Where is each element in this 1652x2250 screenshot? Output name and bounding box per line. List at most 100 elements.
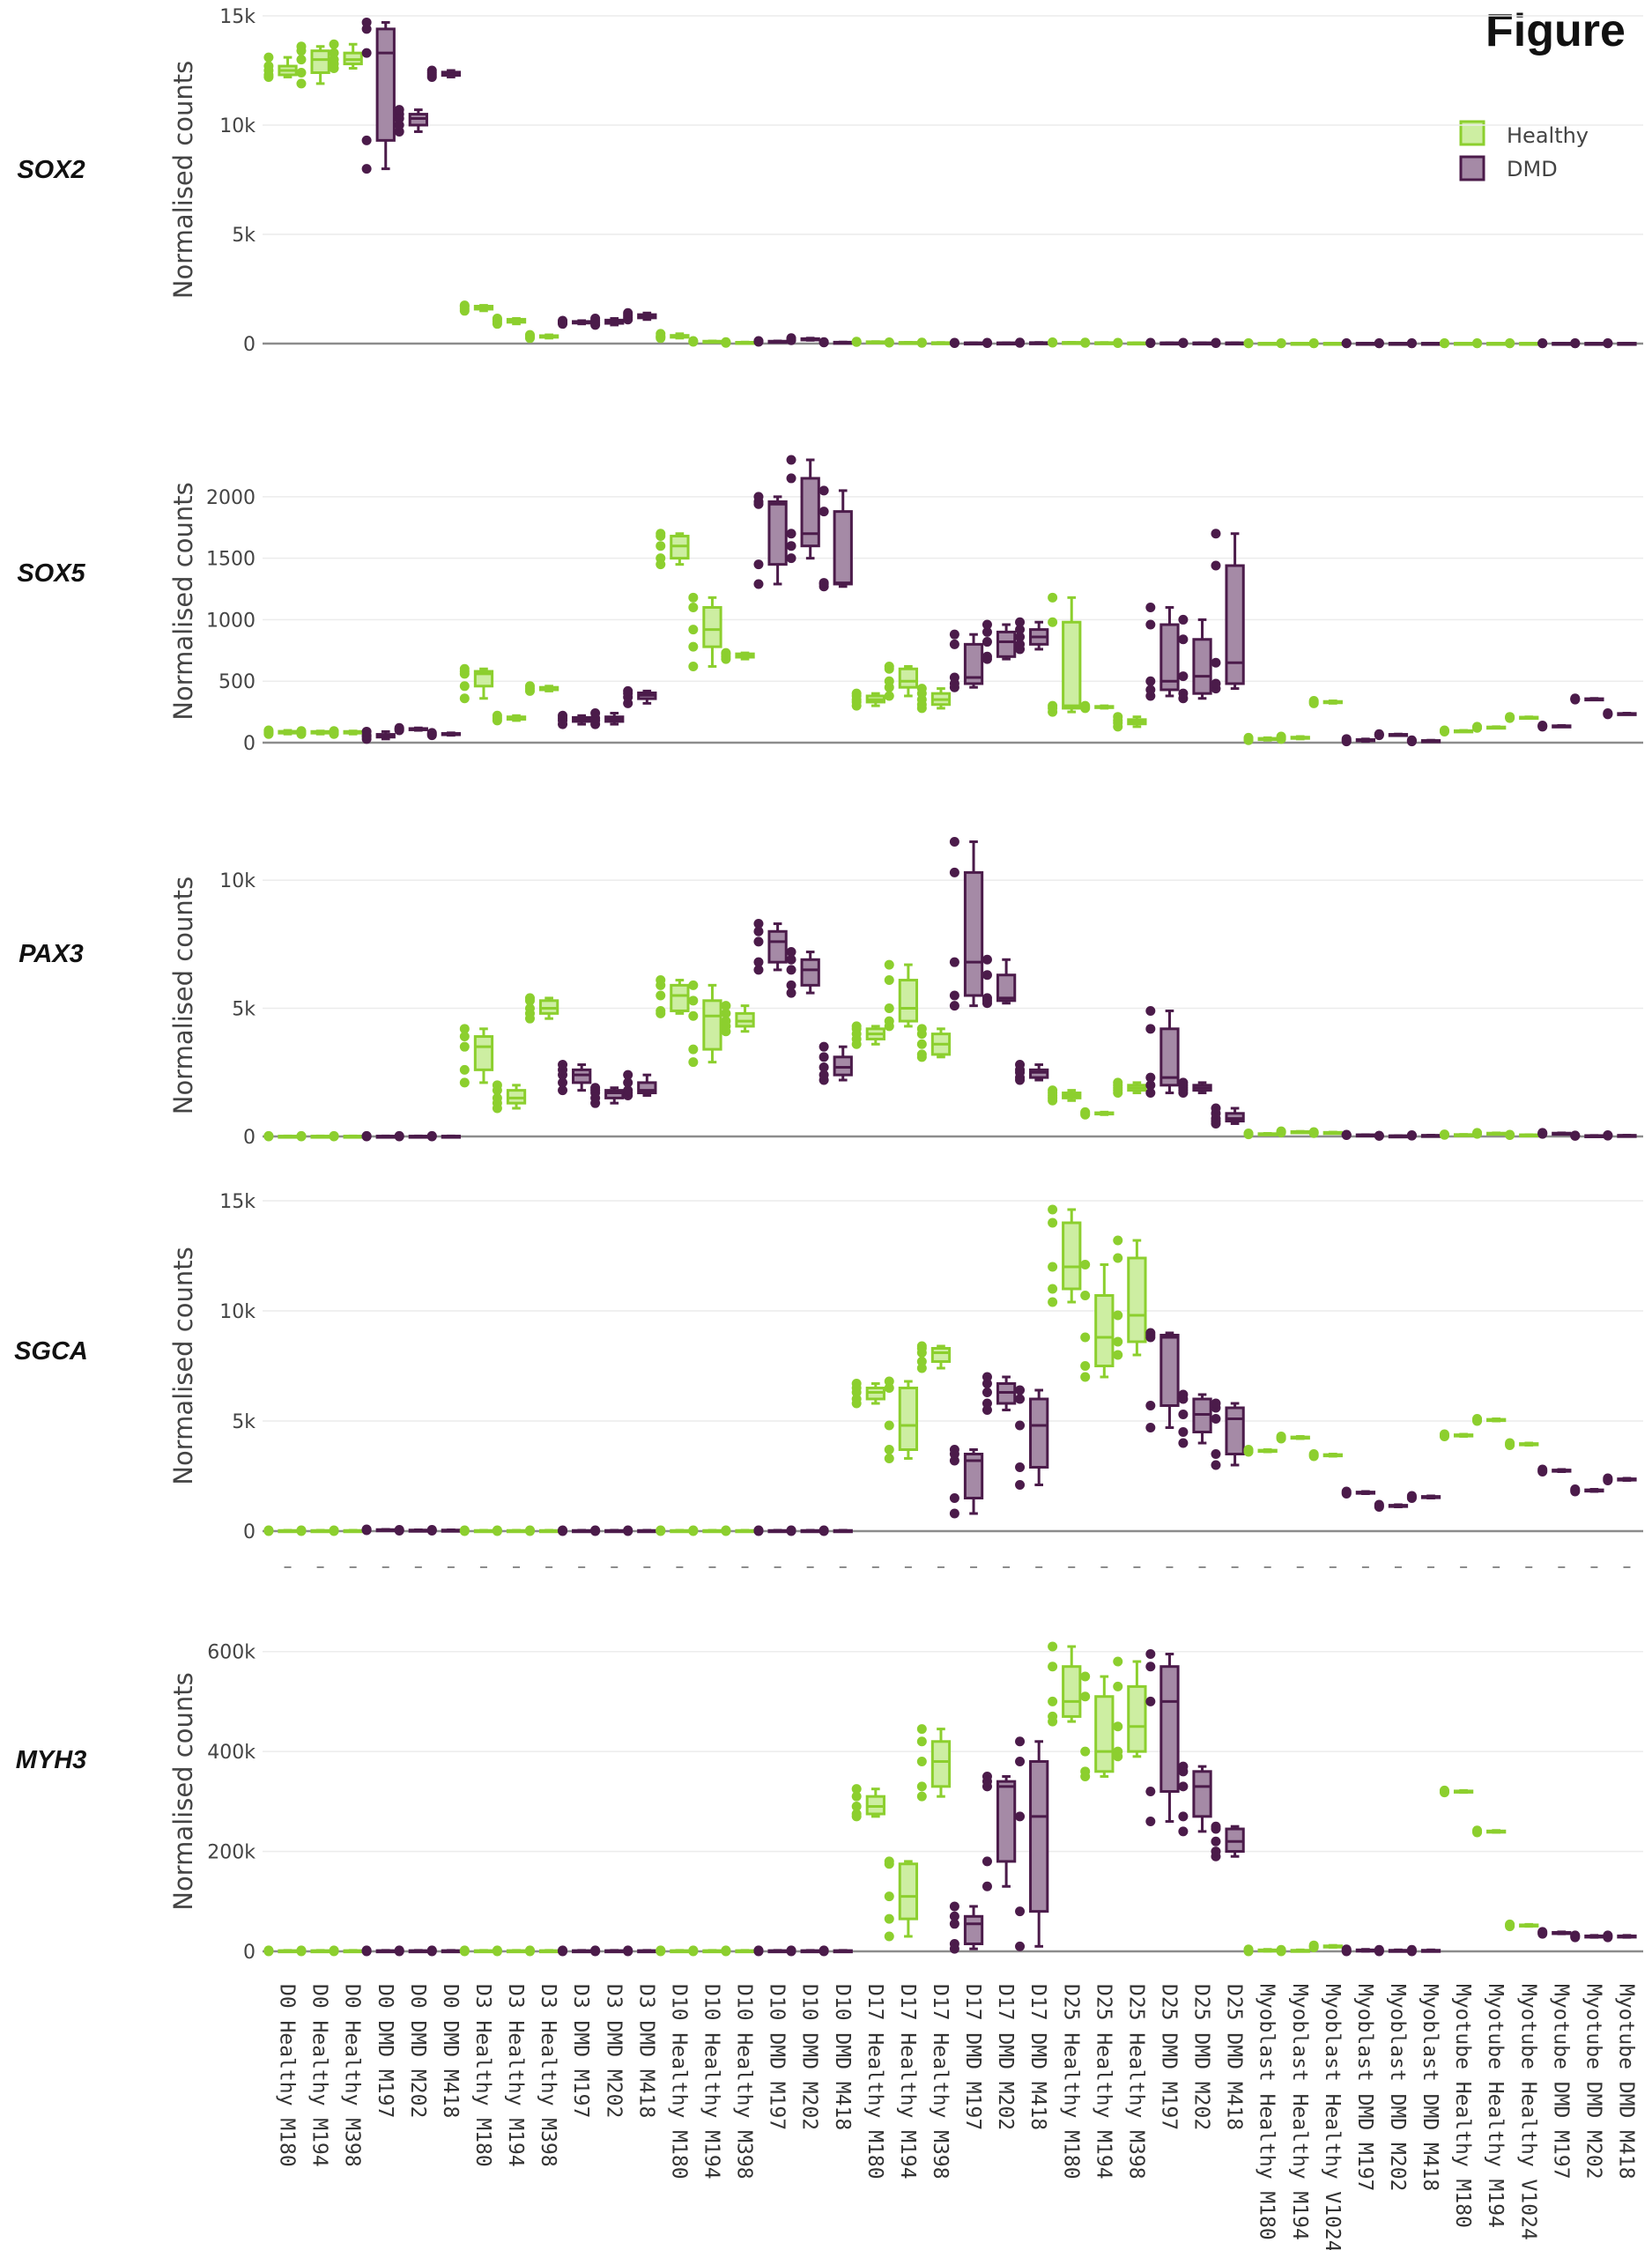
data-point: [1211, 678, 1221, 689]
box-sgca-2: [329, 1525, 363, 1536]
data-point: [1472, 722, 1483, 732]
data-point: [524, 1945, 535, 1956]
data-point: [851, 1802, 862, 1812]
box-myh3-19: [884, 1856, 919, 1942]
box-sgca-18: [851, 1379, 885, 1409]
box: [930, 1740, 952, 1788]
box: [1094, 1695, 1115, 1773]
box-pax3-38: [1505, 1129, 1539, 1141]
data-point: [656, 975, 666, 986]
data-point: [1048, 1204, 1058, 1215]
data-point: [786, 980, 796, 990]
panel-sox2: 0 5k 10k 15k Normalised counts SOX2: [17, 6, 1643, 356]
data-point: [753, 936, 764, 947]
box-myh3-10: [590, 1945, 625, 1957]
data-point: [1178, 1410, 1189, 1419]
box-sox5-34: [1374, 729, 1409, 741]
y-tick-label: 0: [243, 1127, 256, 1149]
x-category-label: Myoblast DMD M197: [1353, 1984, 1376, 2191]
x-category-label: D3 DMD M202: [602, 1984, 625, 2118]
box-pax3-0: [263, 1130, 298, 1142]
box-myh3-26: [1113, 1656, 1147, 1762]
data-point: [916, 684, 927, 694]
data-point: [1505, 1919, 1515, 1929]
data-point: [1178, 1427, 1189, 1437]
x-category-label: D3 DMD M197: [569, 1984, 592, 2118]
box-sox5-30: [1243, 732, 1278, 745]
data-point: [753, 919, 764, 929]
box-sox2-29: [1211, 337, 1245, 349]
x-category-label: D17 Healthy M398: [929, 1984, 952, 2180]
data-point: [753, 926, 764, 936]
data-point: [819, 1945, 829, 1956]
box-myh3-33: [1341, 1944, 1376, 1957]
box-sox2-8: [524, 329, 559, 344]
data-point: [786, 473, 796, 484]
data-point: [1341, 338, 1352, 349]
data-point: [361, 164, 372, 174]
data-point: [558, 710, 568, 721]
box-myh3-23: [1015, 1736, 1049, 1951]
box-myh3-12: [656, 1945, 690, 1957]
data-point: [1145, 1696, 1156, 1706]
data-point: [916, 1736, 927, 1747]
data-point: [819, 507, 829, 517]
x-category-label: D0 Healthy M194: [308, 1984, 331, 2167]
data-point: [1243, 1445, 1254, 1454]
data-point: [851, 1791, 862, 1802]
data-point: [1015, 1420, 1026, 1431]
data-point: [851, 1021, 862, 1032]
box-pax3-8: [524, 993, 559, 1024]
y-axis-title: Normalised counts: [168, 61, 198, 300]
x-category-label: D17 DMD M418: [1026, 1984, 1049, 2130]
box: [898, 667, 919, 689]
data-point: [459, 1525, 470, 1536]
x-category-label: D0 Healthy M398: [341, 1984, 364, 2167]
box-myh3-1: [296, 1945, 330, 1957]
data-point: [1537, 338, 1548, 349]
data-point: [361, 48, 372, 58]
data-point: [1080, 1332, 1091, 1343]
data-point: [426, 65, 437, 76]
data-point: [1145, 1024, 1156, 1034]
data-point: [916, 1756, 927, 1766]
data-point: [982, 1856, 992, 1867]
data-point: [1537, 1128, 1548, 1138]
box-pax3-18: [851, 1021, 885, 1049]
data-point: [1178, 1811, 1189, 1822]
data-point: [819, 1069, 829, 1080]
data-point: [1211, 1460, 1221, 1470]
data-point: [492, 1092, 502, 1103]
data-point: [1603, 708, 1613, 719]
box: [670, 983, 690, 1012]
box-sgca-32: [1308, 1449, 1343, 1462]
data-point: [459, 1041, 470, 1052]
data-point: [524, 993, 535, 1003]
box-pax3-33: [1341, 1129, 1376, 1141]
box: [1062, 1665, 1082, 1718]
data-point: [1145, 1005, 1156, 1016]
data-point: [1603, 1130, 1613, 1141]
box-sgca-1: [296, 1525, 330, 1536]
data-point: [1570, 338, 1581, 349]
box-myh3-14: [721, 1945, 755, 1957]
data-point: [492, 1945, 502, 1956]
box-sox5-32: [1308, 696, 1343, 708]
data-point: [1472, 1128, 1483, 1138]
box-pax3-5: [426, 1130, 462, 1142]
data-point: [1015, 337, 1026, 348]
data-point: [1015, 632, 1026, 642]
box-myh3-35: [1406, 1944, 1441, 1957]
data-point: [1048, 337, 1058, 348]
data-point: [1439, 338, 1449, 349]
box-pax3-3: [361, 1130, 396, 1142]
x-category-label: D17 DMD M197: [961, 1984, 984, 2130]
data-point: [884, 975, 894, 986]
data-point: [1439, 1785, 1449, 1795]
data-point: [949, 867, 959, 877]
data-point: [1015, 1906, 1026, 1917]
x-category-label: D10 Healthy M194: [700, 1984, 722, 2180]
data-point: [623, 685, 633, 696]
x-category-label: Myoblast DMD M202: [1386, 1984, 1409, 2191]
data-point: [1341, 1486, 1352, 1497]
